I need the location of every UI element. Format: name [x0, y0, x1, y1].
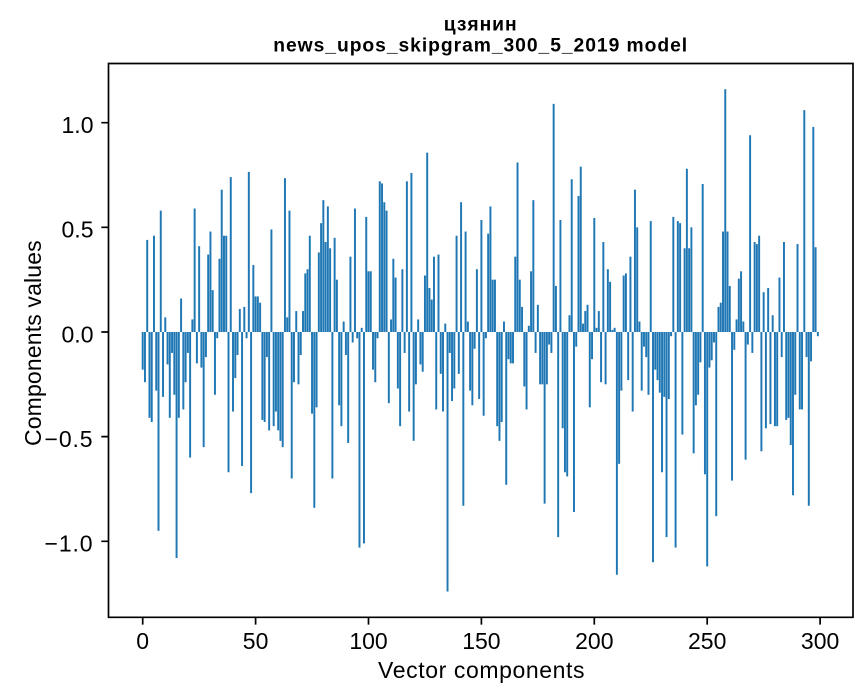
svg-text:0.5: 0.5 — [62, 217, 94, 243]
svg-text:news_upos_skipgram_300_5_2019: news_upos_skipgram_300_5_2019 model — [273, 36, 688, 57]
svg-text:150: 150 — [462, 628, 500, 654]
svg-text:−1.0: −1.0 — [44, 531, 93, 557]
svg-text:Vector components: Vector components — [378, 657, 585, 683]
svg-text:50: 50 — [243, 628, 269, 654]
svg-text:1.0: 1.0 — [62, 112, 94, 138]
svg-text:−0.5: −0.5 — [44, 426, 93, 452]
svg-text:Components values: Components values — [20, 240, 46, 446]
svg-text:0: 0 — [136, 628, 149, 654]
svg-text:300: 300 — [801, 628, 839, 654]
svg-text:100: 100 — [349, 628, 387, 654]
svg-text:цзянин: цзянин — [444, 14, 518, 35]
svg-text:200: 200 — [575, 628, 613, 654]
svg-text:0.0: 0.0 — [62, 321, 94, 347]
svg-text:250: 250 — [688, 628, 726, 654]
